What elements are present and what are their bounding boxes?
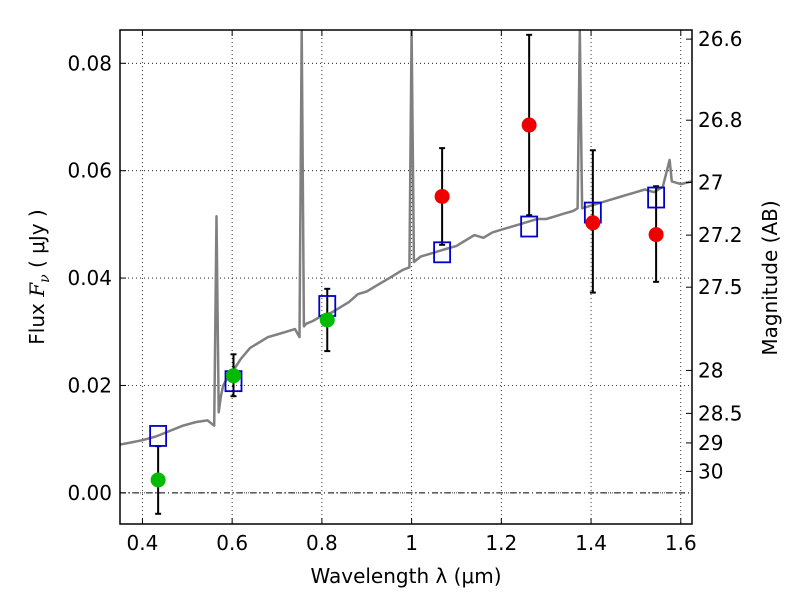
x-tick-label: 1.4 (575, 531, 607, 555)
plot-frame (119, 29, 693, 525)
y-axis-title-prefix: Flux (25, 297, 49, 345)
model-flux-marker (149, 425, 168, 447)
detection-point (150, 472, 166, 488)
y-axis-title-suffix: ( μJy ) (25, 209, 49, 274)
plot-area (120, 30, 692, 515)
x-axis-title: Wavelength λ (μm) (310, 564, 501, 588)
y2-tick-label: 30 (698, 459, 723, 483)
model-flux-marker (433, 241, 452, 264)
y2-tick-label: 28.5 (698, 401, 743, 425)
y-tick-label: 0.08 (67, 51, 112, 75)
y-axis-title-symbol: F (25, 282, 49, 298)
y2-tick-label: 27.2 (698, 223, 743, 247)
grid (120, 30, 692, 524)
y2-tick-label: 29 (698, 431, 723, 455)
y-tick-label: 0.02 (67, 373, 112, 397)
tick-labels: 0.4 0.6 0.8 1 1.2 1.4 1.6 0.00 0.02 0.04 0.06 0.08 2… (67, 27, 742, 555)
detection-point (319, 312, 335, 328)
y2-tick-label: 27.5 (698, 275, 743, 299)
x-tick-label: 1.6 (665, 531, 697, 555)
detection-point (226, 368, 242, 384)
x-tick-label: 1 (405, 531, 418, 555)
x-tick-label: 0.6 (216, 531, 248, 555)
non-detection-point (521, 117, 537, 133)
model-flux-marker (647, 186, 666, 209)
model-flux-marker (520, 215, 539, 238)
sed-template-line (120, 30, 692, 446)
non-detection-point (648, 227, 664, 243)
y2-tick-label: 26.6 (698, 27, 743, 51)
y-axis-title: Flux Fν ( μJy ) (25, 209, 53, 344)
axis-ticks (120, 30, 692, 524)
y-axis-title-subscript: ν (37, 274, 53, 283)
non-detection-point (585, 215, 601, 231)
y-tick-label: 0.06 (67, 159, 112, 183)
y-tick-label: 0.00 (67, 481, 112, 505)
y2-axis-title: Magnitude (AB) (758, 200, 782, 355)
x-tick-label: 1.2 (485, 531, 517, 555)
y2-tick-label: 26.8 (698, 108, 743, 132)
non-detection-point (434, 188, 450, 204)
y2-tick-label: 27 (698, 170, 723, 194)
y-tick-label: 0.04 (67, 266, 112, 290)
x-tick-label: 0.8 (306, 531, 338, 555)
y2-tick-label: 28 (698, 358, 723, 382)
x-tick-label: 0.4 (127, 531, 159, 555)
